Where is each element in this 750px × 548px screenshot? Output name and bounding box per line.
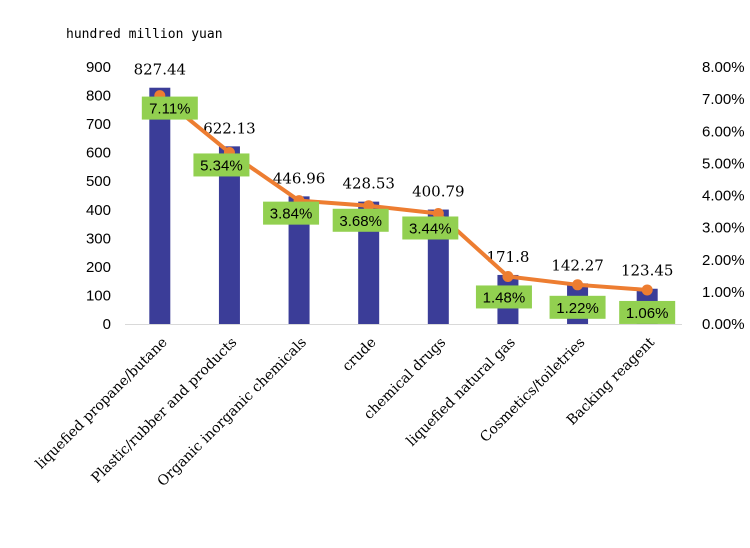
left-axis-tick-label: 300 xyxy=(86,230,111,247)
right-axis-tick-label: 7.00% xyxy=(702,91,745,108)
right-axis-tick-label: 1.00% xyxy=(702,284,745,301)
right-axis-tick-label: 4.00% xyxy=(702,188,745,205)
category-label: Plastic/rubber and products xyxy=(88,335,240,487)
left-axis-tick-label: 200 xyxy=(86,259,111,276)
left-axis-tick-label: 700 xyxy=(86,116,111,133)
percent-label-box xyxy=(332,208,389,232)
bar-value-label: 123.45 xyxy=(621,262,674,280)
bar-value-label: 428.53 xyxy=(342,175,395,193)
percent-label-box xyxy=(619,300,676,324)
percent-label: 3.44% xyxy=(409,220,452,237)
left-axis-tick-label: 600 xyxy=(86,145,111,162)
percent-point xyxy=(363,200,375,212)
left-axis-tick-label: 400 xyxy=(86,202,111,219)
right-axis-tick-label: 5.00% xyxy=(702,155,745,172)
percent-label: 3.68% xyxy=(339,213,382,230)
bar xyxy=(218,146,240,324)
percent-label-box xyxy=(193,153,250,177)
percent-label-box xyxy=(549,295,606,319)
percent-label: 7.11% xyxy=(149,101,190,118)
bar xyxy=(358,201,380,324)
bar-value-label: 827.44 xyxy=(134,61,187,79)
bar-value-label: 446.96 xyxy=(273,169,326,187)
left-axis-tick-label: 800 xyxy=(86,88,111,105)
bar-value-label: 142.27 xyxy=(551,256,604,274)
left-axis-tick-label: 0 xyxy=(103,316,111,333)
percent-point xyxy=(432,207,444,219)
bar xyxy=(149,87,171,324)
percent-label: 3.84% xyxy=(270,206,313,223)
percent-point xyxy=(502,270,514,282)
left-axis-tick-label: 900 xyxy=(86,59,111,76)
category-label: Organic inorganic chemicals xyxy=(155,335,310,490)
unit-label: hundred million yuan xyxy=(66,27,223,42)
right-axis-tick-label: 3.00% xyxy=(702,220,745,237)
bar-value-label: 171.8 xyxy=(486,248,529,266)
percent-label-box xyxy=(475,285,532,309)
right-axis-tick-label: 0.00% xyxy=(702,316,745,333)
percent-label-box xyxy=(263,201,320,225)
percent-label: 5.34% xyxy=(200,157,243,174)
right-axis-tick-label: 2.00% xyxy=(702,252,745,269)
bar xyxy=(288,196,310,324)
left-axis-tick-label: 500 xyxy=(86,173,111,190)
bar-value-label: 400.79 xyxy=(412,183,465,201)
category-label: liquefied propane/butane xyxy=(33,335,171,473)
percent-label: 1.22% xyxy=(556,300,599,317)
percent-point xyxy=(641,284,653,296)
percent-point xyxy=(572,279,584,291)
percent-label-box xyxy=(402,216,459,240)
percent-label: 1.48% xyxy=(483,289,526,306)
left-axis-tick-label: 100 xyxy=(86,287,111,304)
percent-label: 1.06% xyxy=(626,305,669,322)
right-axis-tick-label: 8.00% xyxy=(702,59,745,76)
bar-value-label: 622.13 xyxy=(203,119,256,137)
right-axis-tick-label: 6.00% xyxy=(702,123,745,140)
percent-label-box xyxy=(141,96,198,120)
category-label: crude xyxy=(339,335,379,375)
